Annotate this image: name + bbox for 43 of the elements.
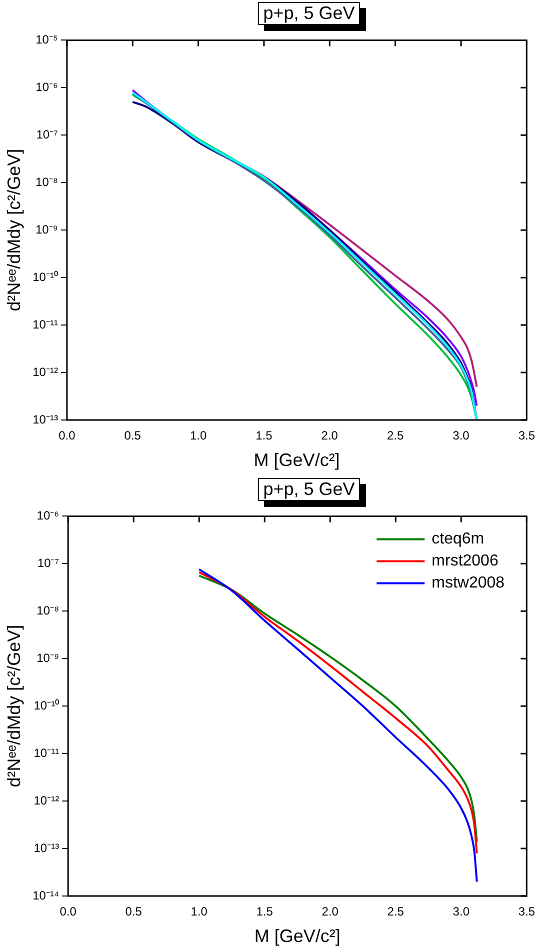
y-tick-label: 10⁻¹⁰: [34, 698, 60, 712]
x-tick-label: 3.5: [518, 904, 536, 919]
x-tick-label: 0.5: [124, 428, 142, 443]
x-tick-label: 3.5: [518, 428, 536, 443]
y-tick-label: 10⁻⁹: [36, 650, 60, 665]
legend-label: mstw2008: [432, 574, 505, 592]
x-axis-title: M [GeV/c²]: [254, 450, 340, 470]
chart-title: p+p, 5 GeV: [258, 478, 360, 501]
y-tick-label: 10⁻¹¹: [32, 317, 58, 332]
y-tick-label: 10⁻⁶: [36, 80, 58, 94]
y-tick-label: 10⁻¹²: [34, 793, 60, 808]
y-tick-label: 10⁻⁸: [36, 603, 60, 618]
legend-label: cteq6m: [432, 530, 484, 548]
y-tick-label: 10⁻¹⁰: [32, 270, 58, 284]
y-tick-label: 10⁻¹⁴: [32, 888, 60, 902]
x-axis-title: M [GeV/c²]: [254, 926, 340, 946]
x-tick-label: 2.5: [387, 904, 404, 919]
y-tick-label: 10⁻¹³: [34, 840, 60, 855]
x-tick-label: 1.5: [256, 428, 273, 443]
y-tick-label: 10⁻¹¹: [34, 746, 60, 760]
x-tick-label: 1.0: [190, 428, 207, 443]
x-tick-label: 0.0: [60, 904, 77, 919]
x-tick-label: 1.5: [256, 904, 274, 919]
y-tick-label: 10⁻⁵: [36, 32, 58, 47]
y-tick-label: 10⁻⁶: [36, 508, 60, 523]
legend-label: mrst2006: [432, 552, 498, 570]
x-tick-label: 3.0: [452, 904, 470, 919]
chart-title: p+p, 5 GeV: [258, 2, 360, 25]
x-tick-label: 3.0: [452, 428, 470, 443]
y-axis-title: d²Nᵉᵉ/dMdy [c²/GeV]: [4, 624, 24, 788]
x-tick-label: 1.0: [190, 904, 208, 919]
y-tick-label: 10⁻¹³: [32, 412, 58, 426]
x-tick-label: 2.0: [322, 904, 339, 919]
y-axis-title: d²Nᵉᵉ/dMdy [c²/GeV]: [4, 148, 24, 312]
y-tick-label: 10⁻⁹: [35, 222, 58, 236]
y-tick-label: 10⁻¹²: [32, 364, 58, 379]
y-tick-label: 10⁻⁸: [36, 174, 58, 189]
y-tick-label: 10⁻⁷: [37, 556, 60, 570]
x-tick-label: 0.0: [58, 428, 76, 443]
x-tick-label: 2.5: [386, 428, 404, 443]
y-tick-label: 10⁻⁷: [36, 127, 58, 142]
x-tick-label: 2.0: [321, 428, 338, 443]
x-tick-label: 0.5: [125, 904, 142, 919]
